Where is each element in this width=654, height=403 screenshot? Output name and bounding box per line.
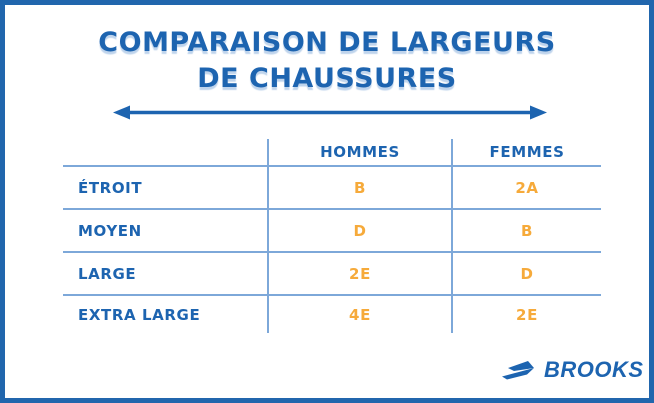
value-moyen-hommes: D — [267, 210, 451, 253]
row-label-extra-large: EXTRA LARGE — [78, 305, 201, 324]
row-label-etroit: ÉTROIT — [63, 167, 267, 210]
value-etroit-hommes: B — [267, 167, 451, 210]
column-header-spacer — [63, 139, 267, 167]
value-extra-large-femmes: 2E — [451, 296, 601, 333]
value-moyen-femmes: B — [451, 210, 601, 253]
column-header-femmes: FEMMES — [451, 139, 601, 167]
value-etroit-femmes: 2A — [451, 167, 601, 210]
value-large-femmes: D — [451, 253, 601, 296]
value-extra-large-hommes: 4E — [267, 296, 451, 333]
brooks-chevron-icon — [502, 360, 534, 379]
value-large-hommes: 2E — [267, 253, 451, 296]
page-title-line1: COMPARAISON DE LARGEURS — [98, 27, 556, 58]
brooks-logo-text: BROOKS — [544, 356, 644, 382]
double-arrow-icon — [113, 105, 547, 120]
page-title-line2: DE CHAUSSURES — [197, 63, 457, 94]
row-label-large: LARGE — [63, 253, 267, 296]
brooks-logo: BROOKS — [502, 357, 644, 382]
row-label-moyen: MOYEN — [63, 210, 267, 253]
page-title: COMPARAISON DE LARGEURS DE CHAUSSURES — [5, 25, 649, 97]
column-header-hommes: HOMMES — [267, 139, 451, 167]
width-comparison-table: HOMMES FEMMES ÉTROIT B 2A MOYEN D B LARG… — [63, 139, 601, 333]
